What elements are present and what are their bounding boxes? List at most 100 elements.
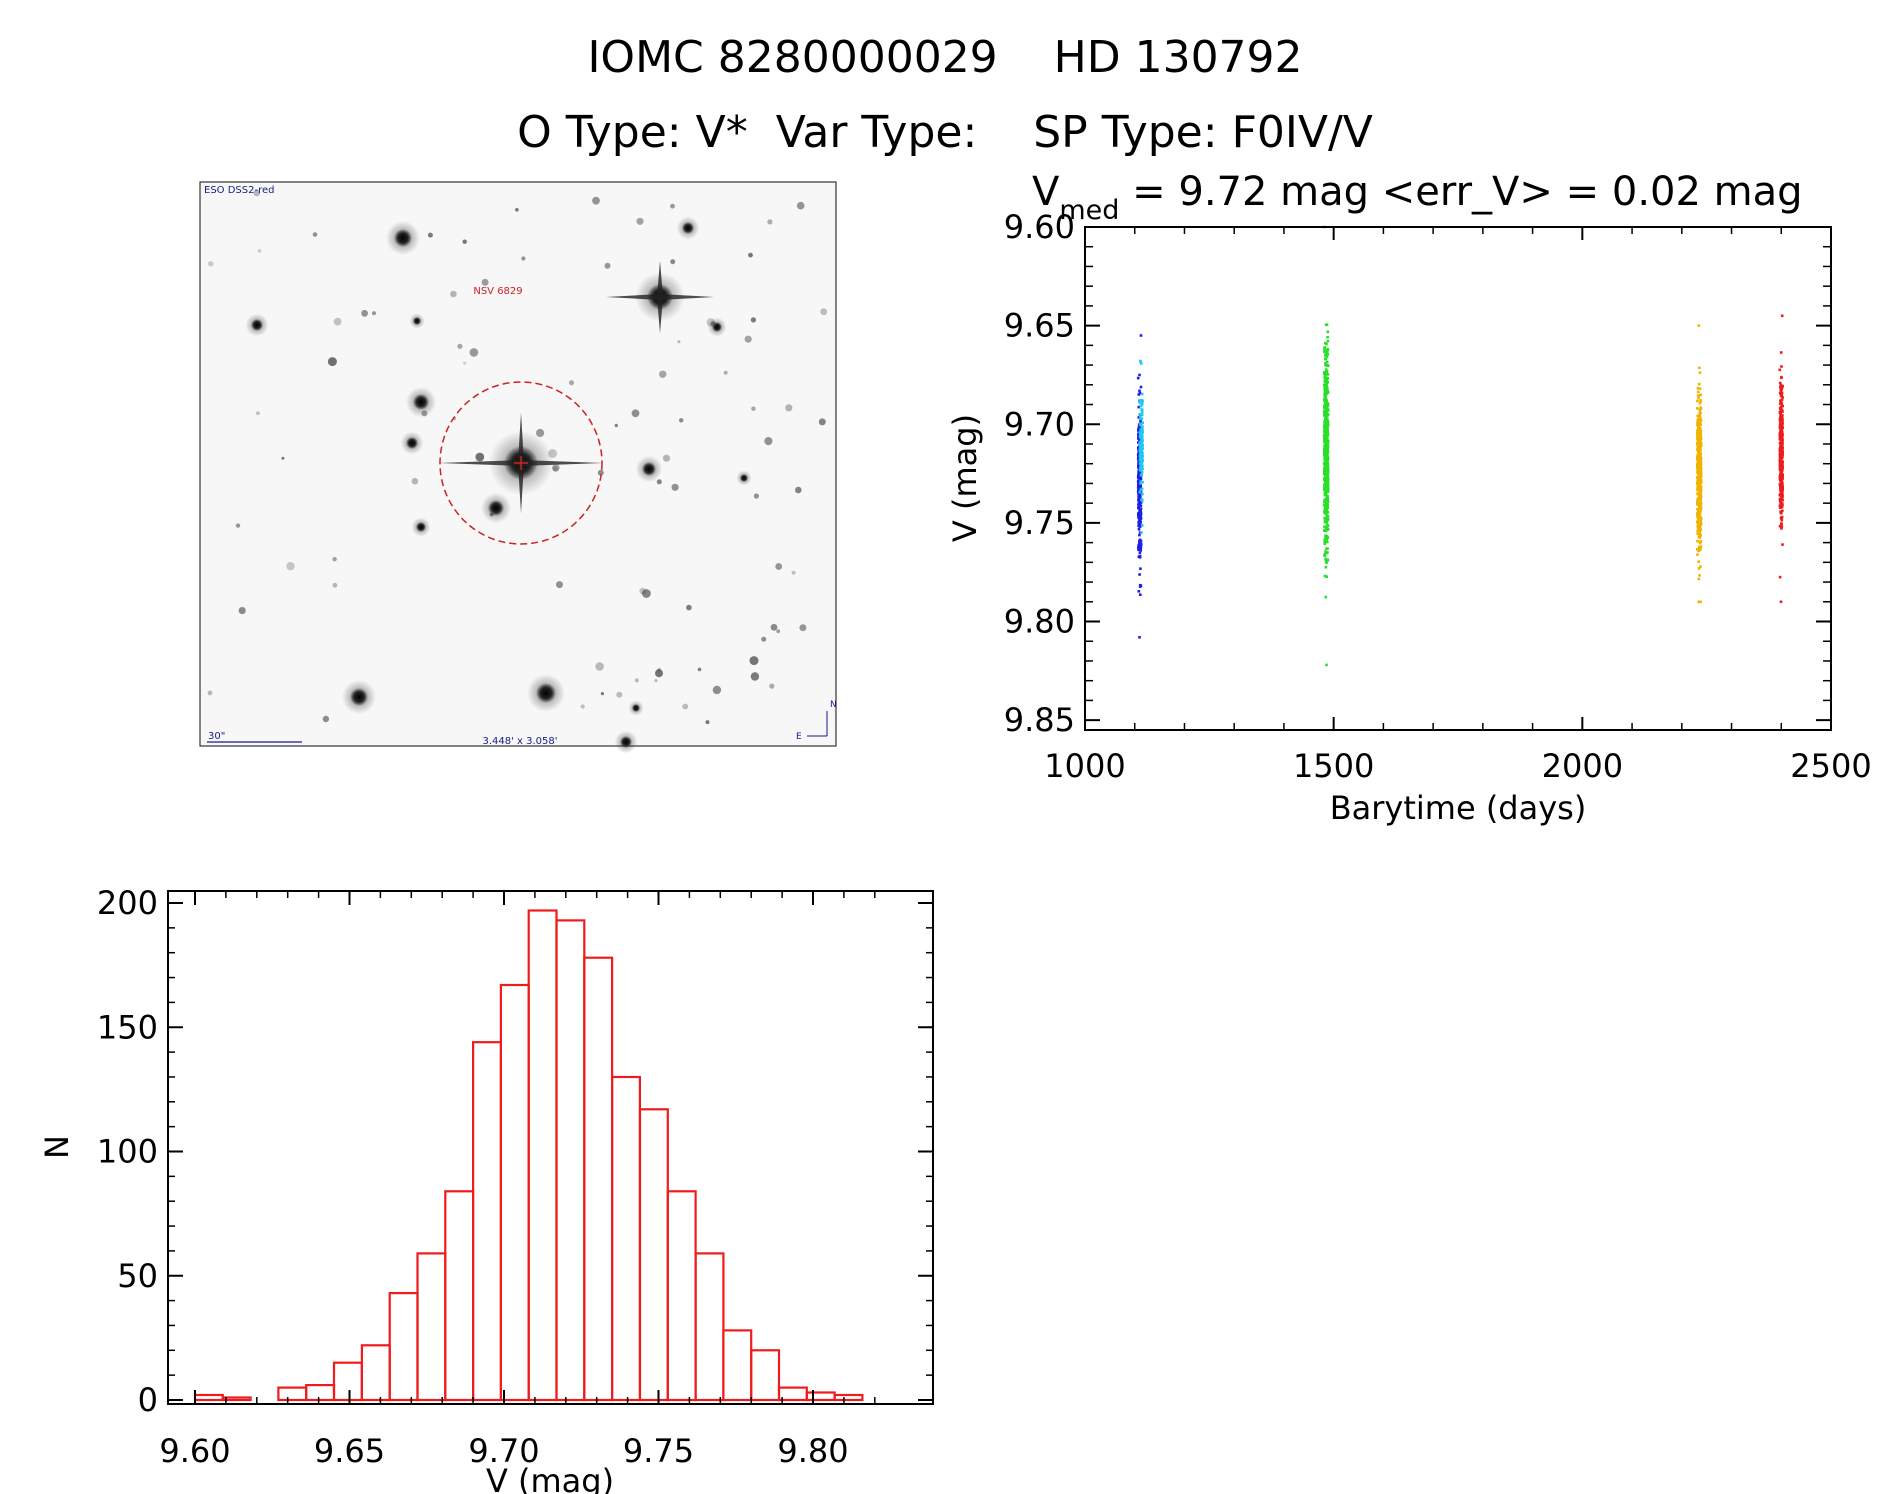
- light-curve-point: [1781, 451, 1784, 454]
- light-curve-point: [1323, 387, 1327, 390]
- histogram-x-tick-label: 9.80: [777, 1432, 848, 1470]
- light-curve-point: [1780, 519, 1784, 522]
- target-crosshair: [514, 456, 528, 470]
- histogram-bar: [805, 1391, 836, 1402]
- light-curve-point: [1699, 545, 1703, 548]
- histogram-x-axis-label: V (mag): [486, 1462, 614, 1494]
- light-curve-point: [1140, 446, 1143, 449]
- light-curve-point: [1324, 443, 1328, 446]
- histogram-y-tick-label: 200: [97, 884, 158, 922]
- light-curve-point: [1324, 432, 1327, 435]
- light-curve-point: [1699, 502, 1703, 505]
- light-curve-point: [1139, 593, 1142, 596]
- light-curve-point: [1780, 482, 1784, 485]
- light-curve-point: [1696, 497, 1700, 501]
- light-curve-point: [1779, 474, 1783, 477]
- faint-star: [679, 418, 684, 423]
- light-curve-point: [1137, 482, 1141, 485]
- light-curve-point: [1696, 458, 1699, 461]
- light-curve-point: [1326, 402, 1330, 405]
- light-curve-point: [1325, 450, 1328, 454]
- light-curve-point: [1779, 351, 1783, 354]
- light-curve-point: [1325, 386, 1328, 390]
- field-of-view-label: 3.448' x 3.058': [482, 736, 557, 747]
- light-curve-point: [1699, 407, 1703, 410]
- star: [350, 688, 368, 706]
- light-curve-point: [1698, 413, 1702, 417]
- light-curve-point: [1325, 523, 1329, 527]
- light-curve-point: [1325, 449, 1329, 452]
- light-curve-point: [1325, 406, 1329, 410]
- light-curve-point: [1696, 414, 1699, 418]
- light-curve-point: [1325, 514, 1329, 518]
- light-curve-point: [1325, 485, 1328, 488]
- faint-star: [600, 692, 605, 696]
- light-curve-point: [1780, 435, 1783, 439]
- compass-north-label: N: [830, 700, 837, 710]
- histogram-x-tick-label: 9.75: [623, 1432, 694, 1470]
- light-curve-point: [1780, 408, 1784, 412]
- histogram-x-tick-label: 9.60: [159, 1432, 230, 1470]
- light-curve-point: [1325, 436, 1329, 440]
- light-curve-point: [1324, 376, 1328, 379]
- light-curve-point: [1778, 504, 1782, 508]
- light-curve-point: [1780, 432, 1784, 436]
- faint-star: [515, 208, 519, 212]
- light-curve-point: [1138, 507, 1142, 511]
- figure-title-line1: IOMC 8280000029 HD 130792: [587, 32, 1302, 83]
- light-curve-point: [1325, 452, 1329, 456]
- light-curve-point: [1137, 393, 1141, 396]
- light-curve-point: [1779, 420, 1783, 423]
- faint-star: [697, 667, 702, 672]
- light-curve-point: [1138, 449, 1142, 453]
- light-curve-point: [1324, 595, 1328, 599]
- light-curve-point: [1699, 400, 1702, 403]
- light-curve-point: [1139, 417, 1142, 421]
- light-curve-point: [1698, 528, 1702, 532]
- light-curve-point: [1698, 371, 1702, 374]
- light-curve-point: [1698, 545, 1701, 549]
- light-curve-point: [1781, 494, 1784, 498]
- light-curve-point: [1698, 490, 1702, 493]
- light-curve-point: [1699, 508, 1703, 511]
- light-curve-point: [1780, 391, 1784, 395]
- light-curve-point: [1137, 466, 1140, 470]
- faint-star: [634, 678, 639, 683]
- light-curve-point: [1138, 509, 1141, 512]
- faint-star: [592, 196, 600, 205]
- faint-star: [748, 252, 753, 258]
- light-curve-point: [1323, 347, 1326, 350]
- light-curve-point: [1140, 403, 1144, 407]
- light-curve-point: [1324, 362, 1327, 365]
- light-curve-point: [1699, 600, 1702, 604]
- light-curve-point: [1696, 387, 1700, 390]
- light-curve-point: [1140, 437, 1144, 440]
- light-curve-point: [1698, 478, 1701, 482]
- light-curve-point: [1323, 472, 1327, 475]
- light-curve-x-axis-label: Barytime (days): [1330, 789, 1587, 827]
- faint-star: [614, 423, 618, 428]
- light-curve-point: [1325, 464, 1329, 468]
- faint-star: [761, 636, 767, 642]
- light-curve-point: [1696, 394, 1700, 397]
- light-curve-point: [1697, 419, 1701, 423]
- light-curve-point: [1696, 461, 1700, 464]
- light-curve-y-tick-label: 9.70: [1004, 405, 1075, 443]
- light-curve-point: [1139, 469, 1142, 472]
- light-curve-point: [1697, 492, 1701, 496]
- faint-star: [208, 261, 214, 267]
- light-curve-point: [1780, 498, 1784, 501]
- light-curve-point: [1699, 522, 1703, 525]
- faint-star: [753, 493, 760, 499]
- histogram-bar: [638, 1108, 669, 1402]
- light-curve-point: [1780, 375, 1783, 379]
- light-curve-point: [1780, 393, 1783, 397]
- light-curve-point: [1141, 492, 1144, 496]
- light-curve-point: [1325, 392, 1328, 396]
- histogram-bar: [555, 919, 586, 1402]
- light-curve-point: [1323, 437, 1326, 441]
- light-curve-point: [1781, 414, 1784, 417]
- faint-star: [371, 311, 377, 316]
- faint-star: [604, 262, 611, 269]
- light-curve-point: [1141, 428, 1144, 432]
